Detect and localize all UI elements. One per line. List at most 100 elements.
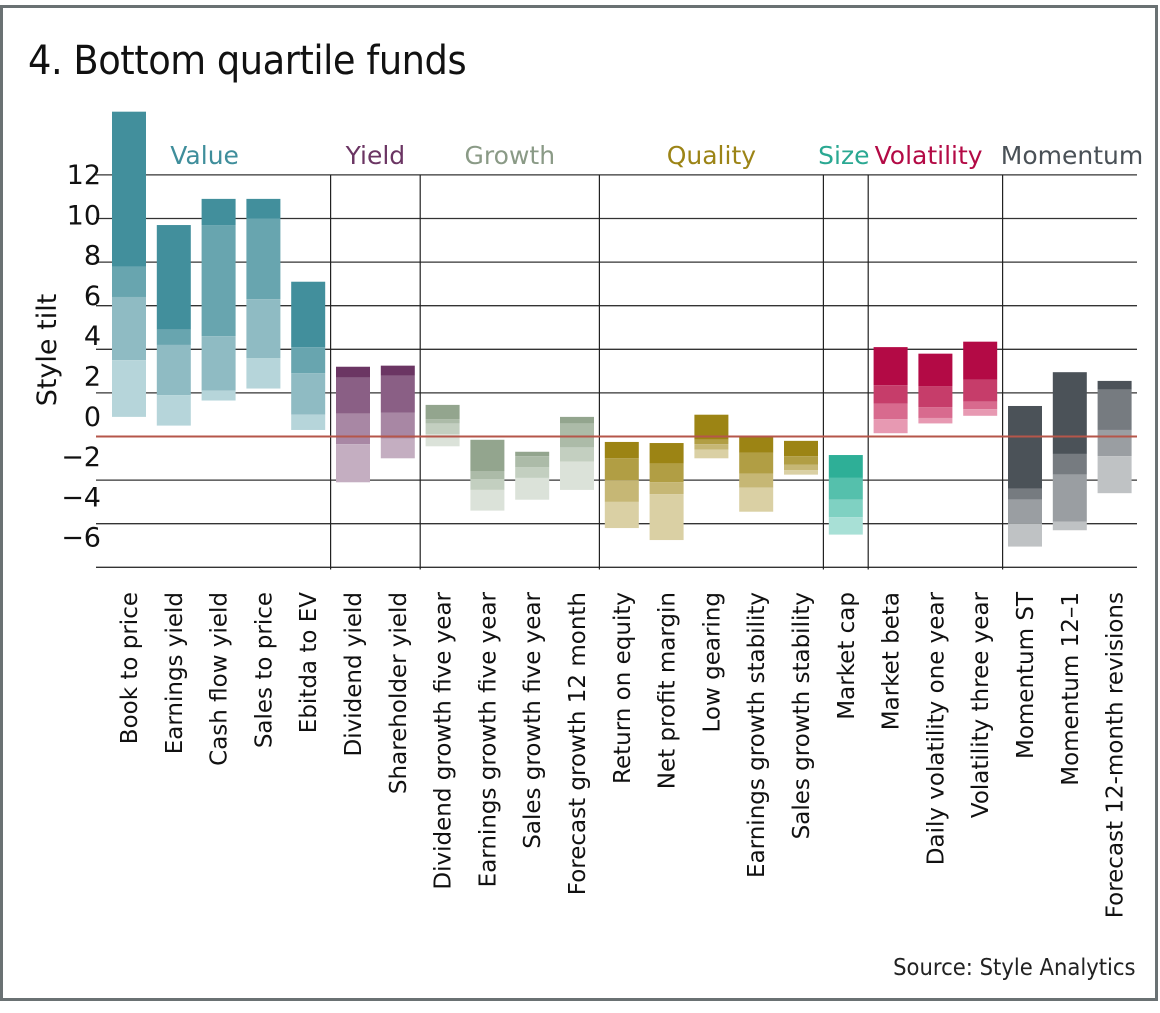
bar-segment-1: [112, 111, 146, 267]
group-label-momentum: Momentum: [1001, 141, 1143, 170]
bar-segment-3: [828, 499, 863, 518]
chart-title: 4. Bottom quartile funds: [28, 38, 467, 84]
x-tick-label: Earnings yield: [162, 592, 188, 754]
bar-segment-1: [1008, 405, 1042, 489]
bar-segment-3: [739, 473, 774, 488]
bar-forecast-12-month-revisions: [1097, 380, 1132, 494]
y-tick-label: 8: [84, 241, 101, 272]
x-tick-label: Forecast growth 12 month: [565, 592, 591, 895]
bar-market-cap: [828, 455, 863, 535]
bar-segment-3: [470, 479, 505, 490]
x-tick-label: Momentum ST: [1013, 591, 1039, 759]
y-tick-label: 10: [67, 200, 101, 231]
group-label-yield: Yield: [345, 141, 406, 170]
bar-segment-4: [560, 461, 594, 490]
x-tick-label: Daily volatility one year: [923, 591, 949, 865]
bar-segment-1: [425, 404, 460, 420]
bar-market-beta: [873, 347, 908, 434]
bar-segment-1: [1052, 372, 1087, 454]
bar-segment-1: [336, 366, 370, 378]
x-tick-label: Book to price: [117, 592, 143, 744]
x-tick-label: Earnings growth stability: [744, 592, 770, 878]
bar-segment-3: [246, 299, 281, 359]
bar-earnings-growth-stability: [739, 436, 774, 512]
bar-dividend-growth-five-year: [425, 404, 460, 447]
chart-frame: [0, 5, 1158, 1001]
bar-net-profit-margin: [649, 443, 684, 541]
bar-segment-4: [918, 417, 953, 424]
bar-segment-2: [649, 463, 684, 483]
y-tick-label: 2: [84, 362, 101, 393]
bars: [112, 111, 1132, 547]
bar-segment-3: [336, 413, 370, 445]
x-tick-label: Earnings growth five year: [475, 591, 501, 887]
bar-segment-2: [784, 456, 818, 465]
bar-segment-1: [201, 198, 236, 226]
bar-segment-4: [649, 494, 684, 541]
x-tick-label: Market beta: [879, 592, 905, 730]
bar-forecast-growth-12-month: [560, 416, 594, 490]
bar-segment-4: [784, 470, 818, 475]
bar-earnings-yield: [156, 225, 191, 426]
bar-segment-1: [963, 341, 998, 380]
bar-segment-1: [604, 441, 639, 459]
bar-segment-4: [425, 434, 460, 447]
bar-segment-1: [739, 436, 774, 453]
bar-segment-3: [1097, 429, 1132, 457]
y-tick-label: 4: [84, 321, 101, 352]
bar-segment-2: [1052, 453, 1087, 475]
bar-segment-1: [649, 443, 684, 464]
bar-segment-3: [649, 482, 684, 495]
group-label-value: Value: [170, 141, 239, 170]
x-tick-label: Sales to price: [251, 592, 277, 748]
bar-sales-growth-five-year: [515, 451, 550, 500]
y-tick-labels: 12 10 8 6 4 2 0 −2 −4 −6: [61, 160, 101, 554]
y-tick-label: −4: [61, 482, 101, 513]
bar-sales-to-price: [246, 198, 281, 389]
bar-segment-4: [156, 395, 191, 426]
bar-segment-2: [918, 386, 953, 408]
group-label-volatility: Volatility: [875, 141, 983, 170]
x-tick-label: Market cap: [834, 592, 860, 720]
x-tick-labels: Book to price Earnings yield Cash flow yie…: [117, 591, 1129, 918]
bar-segment-1: [246, 198, 281, 219]
bar-segment-3: [515, 467, 550, 478]
x-tick-label: Forecast 12-month revisions: [1103, 592, 1129, 918]
group-labels: Value Yield Growth Quality Size Volatility Mom…: [170, 141, 1143, 170]
bar-segment-1: [873, 347, 908, 386]
bar-segment-3: [784, 464, 818, 471]
bar-segment-4: [1097, 456, 1132, 494]
bar-segment-2: [604, 458, 639, 481]
x-tick-label: Cash flow yield: [207, 592, 233, 766]
bar-shareholder-yield: [380, 365, 415, 459]
y-tick-label: −2: [61, 442, 101, 473]
bar-segment-2: [963, 379, 998, 402]
bar-earnings-growth-five-year: [470, 439, 505, 511]
bar-segment-3: [112, 296, 146, 361]
bar-segment-4: [604, 501, 639, 529]
bar-segment-2: [112, 266, 146, 297]
bar-segment-3: [380, 412, 415, 439]
x-tick-label: Low gearing: [699, 592, 725, 732]
x-tick-label: Sales growth five year: [520, 591, 546, 848]
bar-momentum-st: [1008, 405, 1042, 547]
bar-segment-2: [873, 385, 908, 404]
bar-segment-4: [515, 477, 550, 500]
bar-segment-1: [560, 416, 594, 424]
bar-segment-2: [1097, 389, 1132, 430]
bar-segment-1: [1097, 380, 1132, 390]
bar-segment-3: [963, 401, 998, 410]
bar-segment-2: [515, 456, 550, 468]
bar-segment-1: [918, 353, 953, 387]
bar-segment-4: [963, 409, 998, 416]
x-tick-label: Ebitda to EV: [296, 592, 322, 733]
y-tick-label: 12: [67, 160, 101, 191]
x-tick-label: Dividend yield: [341, 592, 367, 756]
bar-segment-2: [201, 225, 236, 337]
bar-segment-1: [380, 365, 415, 376]
x-tick-label: Net profit margin: [655, 592, 681, 789]
bar-momentum-12-1: [1052, 372, 1087, 531]
y-axis-label: Style tilt: [32, 294, 63, 407]
x-tick-label: Sales growth stability: [789, 592, 815, 839]
